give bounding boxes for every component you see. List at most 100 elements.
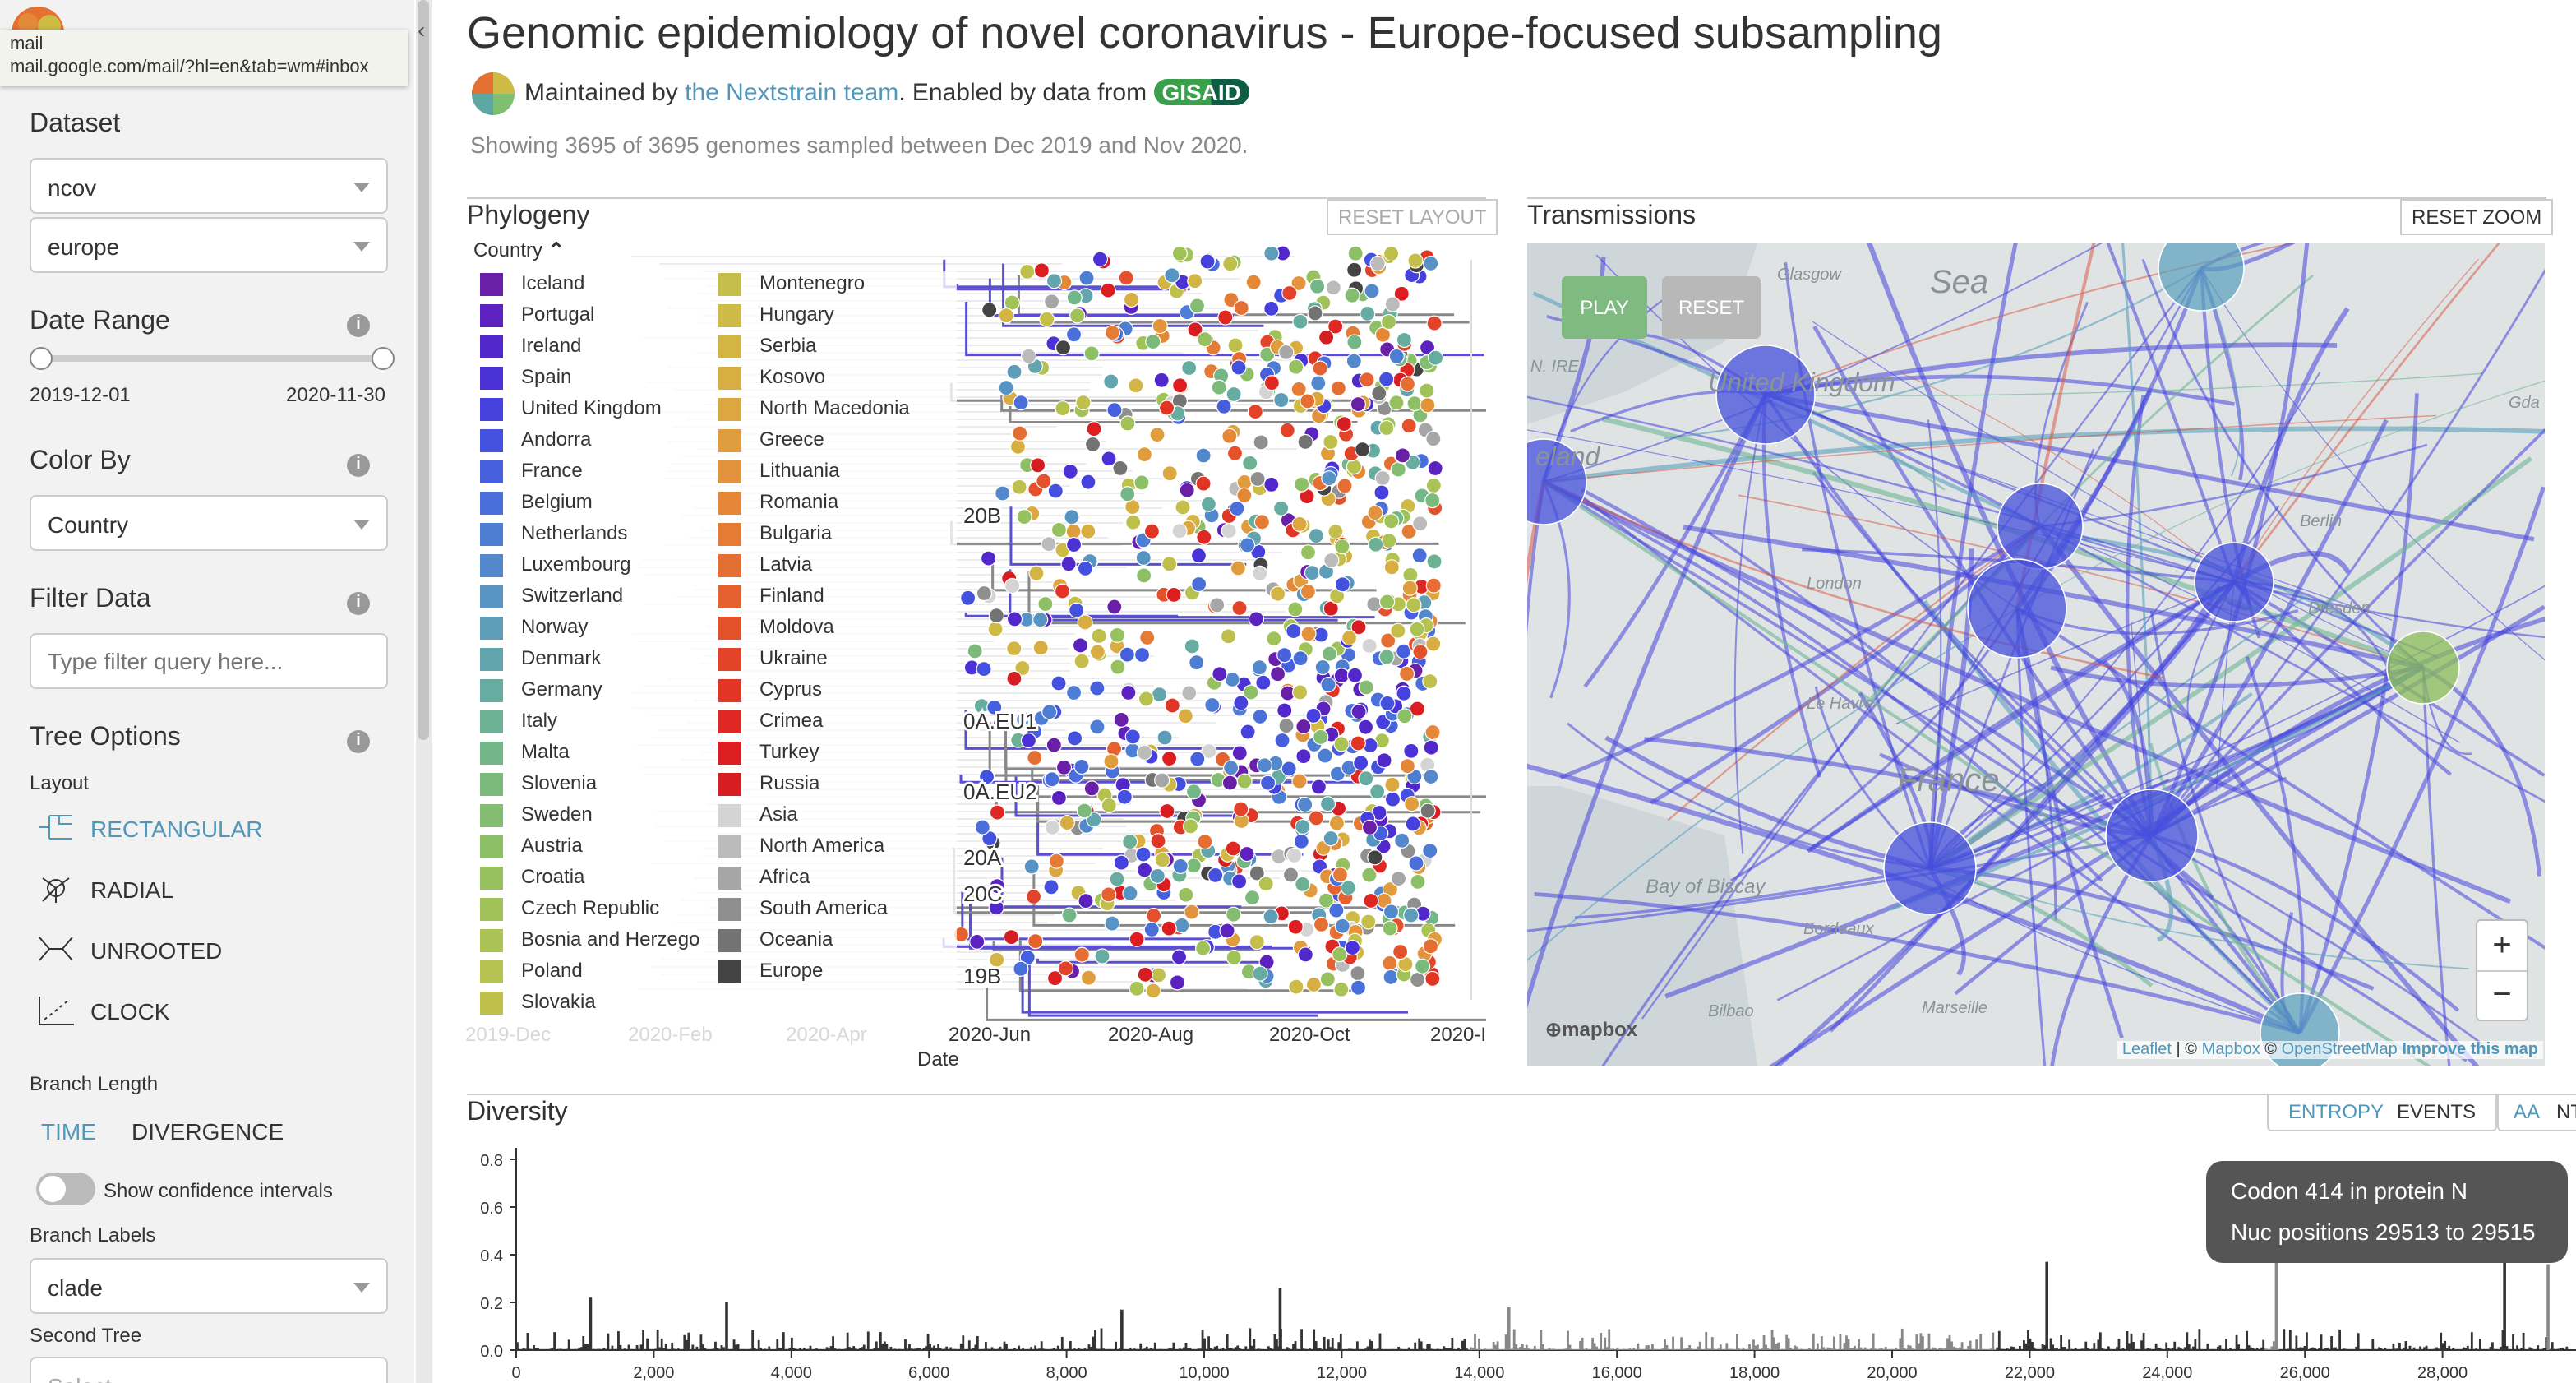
- reset-layout-button[interactable]: RESET LAYOUT: [1327, 199, 1498, 235]
- layout-unrooted[interactable]: UNROOTED: [36, 932, 222, 974]
- second-tree-select[interactable]: Select...: [30, 1357, 388, 1383]
- zoom-out-button[interactable]: −: [2492, 977, 2512, 1013]
- entropy-bar: [1698, 1341, 1701, 1350]
- zoom-in-button[interactable]: +: [2477, 921, 2527, 972]
- entropy-bar: [2033, 1347, 2036, 1350]
- legend-item[interactable]: Italy: [480, 709, 557, 740]
- tab-events[interactable]: EVENTS: [2397, 1100, 2477, 1123]
- dataset-select[interactable]: ncov: [30, 158, 388, 214]
- info-icon[interactable]: i: [347, 454, 370, 477]
- legend-item[interactable]: North Macedonia: [718, 396, 910, 428]
- entropy-bar: [1682, 1348, 1685, 1350]
- legend-item[interactable]: France: [480, 459, 583, 490]
- dataset-sub-select[interactable]: europe: [30, 217, 388, 273]
- date-end-handle[interactable]: [372, 347, 395, 370]
- tab-entropy[interactable]: ENTROPY: [2288, 1100, 2384, 1123]
- legend-item[interactable]: Slovenia: [480, 771, 597, 803]
- legend-item[interactable]: Asia: [718, 803, 798, 834]
- gisaid-logo[interactable]: GISAID: [1153, 79, 1249, 105]
- legend-item[interactable]: Europe: [718, 959, 823, 990]
- nextstrain-logo-icon[interactable]: [7, 3, 69, 33]
- legend-item[interactable]: Malta: [480, 740, 570, 771]
- legend-item[interactable]: Czech Republic: [480, 896, 659, 927]
- legend-item[interactable]: Denmark: [480, 646, 601, 678]
- legend-item[interactable]: Oceania: [718, 927, 833, 959]
- legend-item[interactable]: Slovakia: [480, 990, 596, 1021]
- legend-item[interactable]: Iceland: [480, 271, 584, 303]
- legend-item[interactable]: Germany: [480, 678, 602, 709]
- legend-item[interactable]: Finland: [718, 584, 824, 615]
- legend-item[interactable]: Sweden: [480, 803, 593, 834]
- info-icon[interactable]: i: [347, 592, 370, 615]
- branch-length-divergence[interactable]: DIVERGENCE: [132, 1118, 284, 1145]
- tree-tip: [1383, 245, 1400, 262]
- legend-item[interactable]: Cyprus: [718, 678, 822, 709]
- layout-clock[interactable]: CLOCK: [36, 993, 169, 1034]
- legend-item[interactable]: Bosnia and Herzego: [480, 927, 700, 959]
- play-button[interactable]: PLAY: [1562, 276, 1647, 339]
- legend-item[interactable]: Crimea: [718, 709, 823, 740]
- date-range-track[interactable]: [39, 355, 381, 362]
- layout-radial[interactable]: RADIAL: [36, 872, 173, 913]
- legend-item[interactable]: Bulgaria: [718, 521, 832, 553]
- branch-length-time[interactable]: TIME: [41, 1118, 96, 1145]
- legend-item[interactable]: Greece: [718, 428, 824, 459]
- legend-item[interactable]: Norway: [480, 615, 588, 646]
- legend-item[interactable]: Ukraine: [718, 646, 828, 678]
- legend-item[interactable]: Belgium: [480, 490, 593, 521]
- filter-input[interactable]: [30, 633, 388, 689]
- mapbox-link[interactable]: Mapbox: [2201, 1041, 2260, 1059]
- legend-item[interactable]: Turkey: [718, 740, 819, 771]
- info-icon[interactable]: i: [347, 730, 370, 753]
- tree-tip: [1383, 513, 1400, 530]
- legend-toggle[interactable]: Country ⌃: [473, 238, 565, 261]
- reset-zoom-button[interactable]: RESET ZOOM: [2400, 199, 2554, 235]
- legend-item[interactable]: North America: [718, 834, 884, 865]
- branch-labels-select[interactable]: clade: [30, 1258, 388, 1314]
- map-reset-button[interactable]: RESET: [1662, 276, 1761, 339]
- mapbox-logo[interactable]: ⊕mapbox: [1545, 1018, 1638, 1041]
- x-tick-label: 18,000: [1729, 1364, 1780, 1382]
- date-start-handle[interactable]: [30, 347, 53, 370]
- tab-aa[interactable]: AA: [2514, 1100, 2541, 1123]
- legend-item[interactable]: Spain: [480, 365, 571, 396]
- legend-item[interactable]: Ireland: [480, 334, 581, 365]
- legend-item[interactable]: Latvia: [718, 553, 812, 584]
- sidebar-scroll-thumb[interactable]: [418, 0, 429, 740]
- legend-item[interactable]: Moldova: [718, 615, 834, 646]
- legend-item[interactable]: Austria: [480, 834, 583, 865]
- legend-item[interactable]: Luxembourg: [480, 553, 630, 584]
- color-by-select[interactable]: Country: [30, 495, 388, 551]
- confidence-toggle[interactable]: [36, 1173, 95, 1205]
- legend-item[interactable]: United Kingdom: [480, 396, 662, 428]
- osm-link[interactable]: OpenStreetMap: [2281, 1041, 2398, 1059]
- collapse-sidebar-icon[interactable]: ‹: [418, 16, 426, 43]
- entropy-bar: [1461, 1340, 1464, 1350]
- entropy-chart[interactable]: 0.80.60.40.20.00 2,000 4,000 6,000 8,000 10,0…: [467, 1135, 2576, 1383]
- layout-rectangular[interactable]: RECTANGULAR: [36, 811, 263, 852]
- leaflet-link[interactable]: Leaflet: [2121, 1041, 2172, 1059]
- legend-item[interactable]: Africa: [718, 865, 810, 896]
- legend-item[interactable]: Lithuania: [718, 459, 839, 490]
- legend-item[interactable]: Netherlands: [480, 521, 627, 553]
- improve-map-link[interactable]: Improve this map: [2402, 1041, 2538, 1059]
- legend-item[interactable]: South America: [718, 896, 888, 927]
- legend-item[interactable]: Serbia: [718, 334, 816, 365]
- legend-item[interactable]: Kosovo: [718, 365, 825, 396]
- legend-item[interactable]: Portugal: [480, 303, 594, 334]
- nextstrain-team-link[interactable]: the Nextstrain team: [685, 79, 899, 107]
- tab-nt[interactable]: NT: [2556, 1100, 2576, 1123]
- legend-item[interactable]: Switzerland: [480, 584, 623, 615]
- legend-item[interactable]: Hungary: [718, 303, 834, 334]
- legend-item[interactable]: Montenegro: [718, 271, 865, 303]
- entropy-bar: [1948, 1334, 1951, 1350]
- legend-item[interactable]: Andorra: [480, 428, 591, 459]
- entropy-bar: [2080, 1348, 2084, 1350]
- legend-item[interactable]: Romania: [718, 490, 838, 521]
- info-icon[interactable]: i: [347, 314, 370, 337]
- legend-item[interactable]: Croatia: [480, 865, 584, 896]
- legend-item[interactable]: Russia: [718, 771, 819, 803]
- legend-item[interactable]: Poland: [480, 959, 583, 990]
